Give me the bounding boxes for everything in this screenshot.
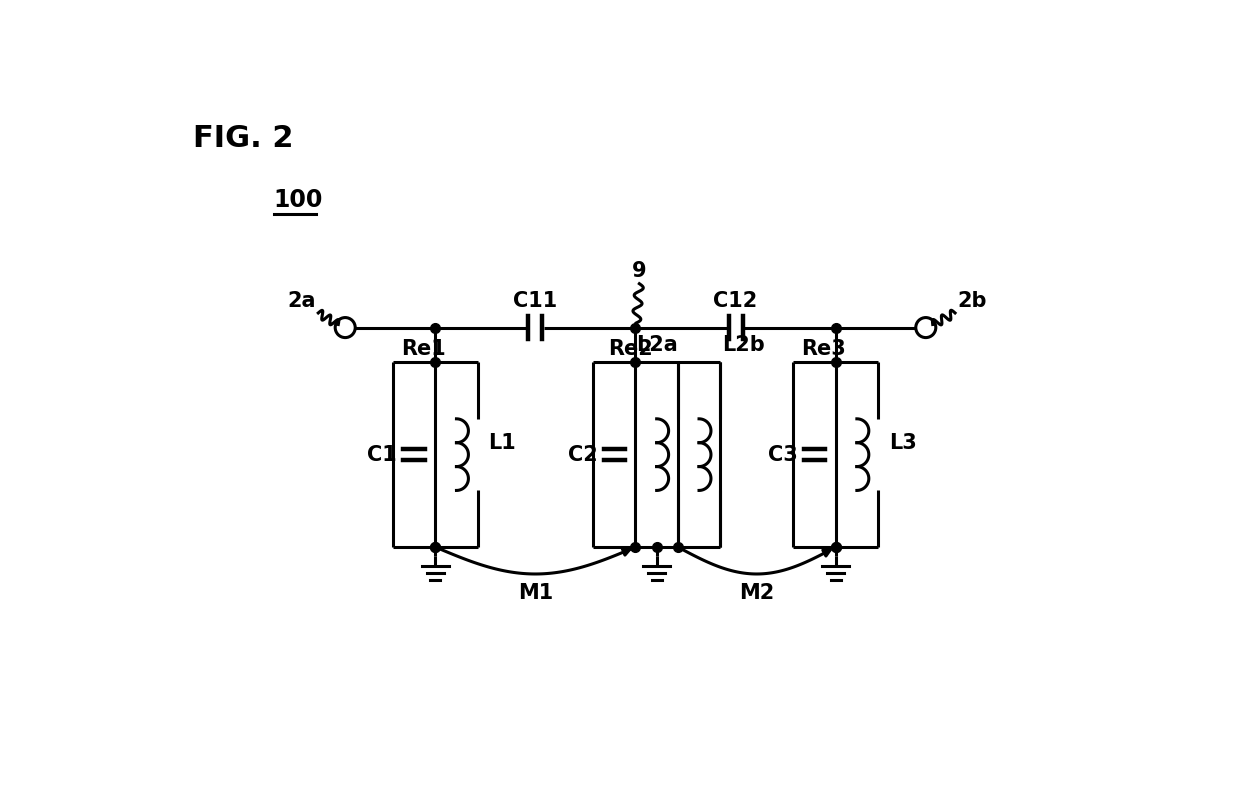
Text: L3: L3 [889,433,916,453]
Text: L1: L1 [489,433,516,453]
Text: C11: C11 [513,291,558,310]
Text: 2a: 2a [288,291,316,310]
Text: C3: C3 [768,444,797,465]
Text: C1: C1 [367,444,397,465]
Text: 9: 9 [632,261,647,281]
Text: Re3: Re3 [801,339,846,359]
Text: C12: C12 [713,291,758,310]
Text: Re2: Re2 [609,339,653,359]
Text: 100: 100 [274,188,322,212]
Text: 2b: 2b [957,291,987,310]
Text: FIG. 2: FIG. 2 [192,124,293,153]
Text: Re1: Re1 [401,339,445,359]
Text: L2b: L2b [722,334,765,355]
Text: M2: M2 [739,583,775,604]
Text: M1: M1 [518,583,553,604]
Text: C2: C2 [568,444,598,465]
Text: L2a: L2a [636,334,677,355]
